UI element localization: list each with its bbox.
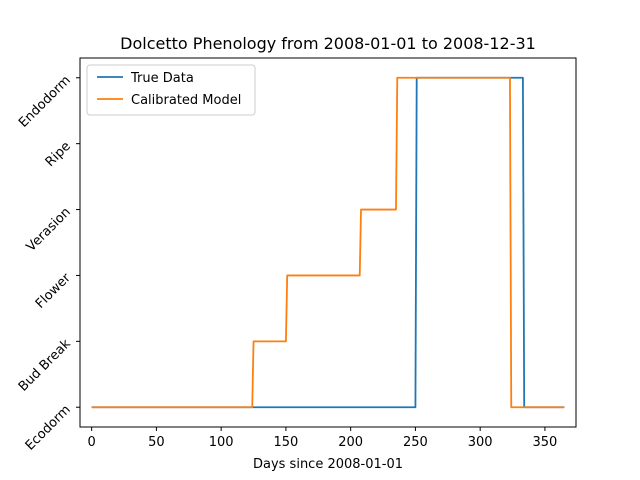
x-tick-label: 50 bbox=[148, 435, 165, 450]
series-layer bbox=[91, 76, 565, 409]
x-tick-label: 300 bbox=[468, 435, 493, 450]
x-tick-label: 200 bbox=[338, 435, 363, 450]
chart-title: Dolcetto Phenology from 2008-01-01 to 20… bbox=[120, 34, 536, 53]
x-axis: 0 50 100 150 200 250 300 350 bbox=[88, 427, 558, 450]
x-tick-label: 100 bbox=[209, 435, 234, 450]
x-tick-label: 150 bbox=[273, 435, 298, 450]
series-line-2 bbox=[91, 76, 565, 409]
legend-box bbox=[86, 64, 256, 116]
legend-label-2: Calibrated Model bbox=[131, 93, 241, 108]
plot-area bbox=[80, 58, 576, 427]
legend: True Data Calibrated Model bbox=[86, 64, 256, 116]
x-tick-label: 0 bbox=[88, 435, 96, 450]
plot-background bbox=[80, 58, 576, 427]
legend-label-1: True Data bbox=[130, 71, 194, 86]
plot-frame bbox=[79, 57, 577, 428]
x-axis-label: Days since 2008-01-01 bbox=[253, 457, 403, 472]
x-tick-label: 250 bbox=[403, 435, 428, 450]
x-tick-label: 350 bbox=[533, 435, 558, 450]
